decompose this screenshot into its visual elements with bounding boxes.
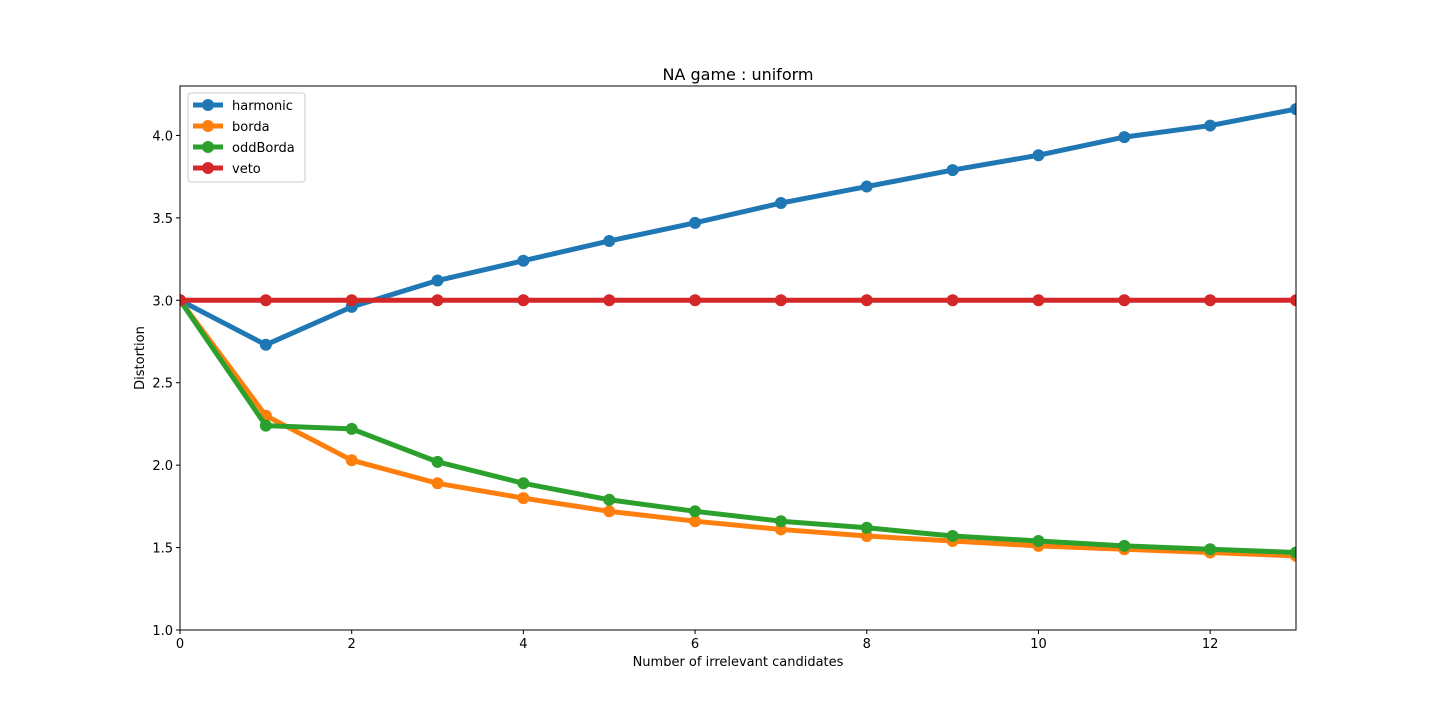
y-axis-label: Distortion bbox=[133, 326, 148, 390]
data-point-borda bbox=[860, 530, 873, 543]
data-point-veto bbox=[345, 294, 358, 307]
legend-marker bbox=[202, 99, 214, 111]
series-veto bbox=[180, 294, 1296, 307]
data-point-veto bbox=[689, 294, 702, 307]
y-tick-label: 4.0 bbox=[152, 129, 173, 144]
data-point-veto bbox=[517, 294, 530, 307]
data-point-veto bbox=[860, 294, 873, 307]
data-point-oddBorda bbox=[1032, 534, 1045, 547]
data-point-harmonic bbox=[431, 274, 444, 287]
legend-item-veto: veto bbox=[193, 162, 261, 177]
legend-item-harmonic: harmonic bbox=[193, 99, 293, 114]
data-point-oddBorda bbox=[345, 422, 358, 435]
data-point-harmonic bbox=[1290, 103, 1296, 116]
data-point-harmonic bbox=[1118, 131, 1131, 144]
data-point-oddBorda bbox=[603, 493, 616, 506]
data-point-harmonic bbox=[259, 338, 272, 351]
data-point-veto bbox=[431, 294, 444, 307]
data-point-veto bbox=[1290, 294, 1296, 307]
data-point-oddBorda bbox=[946, 530, 959, 543]
y-tick-label: 3.5 bbox=[152, 212, 173, 227]
plot-frame bbox=[179, 85, 1297, 631]
series-line-borda bbox=[180, 298, 1296, 559]
x-axis-label: Number of irrelevant candidates bbox=[633, 655, 844, 670]
data-point-veto bbox=[603, 294, 616, 307]
data-point-veto bbox=[774, 294, 787, 307]
data-point-borda bbox=[431, 477, 444, 490]
data-point-veto bbox=[259, 294, 272, 307]
data-point-oddBorda bbox=[860, 521, 873, 534]
data-point-veto bbox=[180, 294, 186, 307]
data-point-oddBorda bbox=[517, 477, 530, 490]
legend-marker bbox=[202, 162, 214, 174]
data-point-veto bbox=[1032, 294, 1045, 307]
data-point-borda bbox=[774, 523, 787, 536]
data-point-oddBorda bbox=[1118, 539, 1131, 552]
data-point-oddBorda bbox=[1290, 546, 1296, 559]
x-tick-label: 6 bbox=[691, 637, 699, 652]
data-point-borda bbox=[603, 505, 616, 518]
data-point-harmonic bbox=[517, 254, 530, 267]
legend-item-oddBorda: oddBorda bbox=[193, 141, 295, 156]
legend-label: oddBorda bbox=[232, 141, 295, 156]
chart-title: NA game : uniform bbox=[663, 65, 814, 84]
legend-label: borda bbox=[232, 120, 270, 135]
data-point-veto bbox=[1118, 294, 1131, 307]
plot-area bbox=[180, 103, 1296, 562]
data-point-oddBorda bbox=[1204, 543, 1217, 556]
data-point-harmonic bbox=[774, 197, 787, 210]
legend-label: harmonic bbox=[232, 99, 293, 114]
x-tick-label: 10 bbox=[1030, 637, 1047, 652]
y-tick-label: 1.5 bbox=[152, 542, 173, 557]
data-point-oddBorda bbox=[774, 515, 787, 528]
y-tick-label: 3.0 bbox=[152, 294, 173, 309]
legend: harmonic borda oddBorda veto bbox=[187, 92, 306, 183]
data-point-harmonic bbox=[603, 234, 616, 247]
data-point-harmonic bbox=[1032, 149, 1045, 162]
y-tick-label: 2.5 bbox=[152, 377, 173, 392]
y-tick-label: 2.0 bbox=[152, 459, 173, 474]
data-point-borda bbox=[689, 515, 702, 528]
data-point-oddBorda bbox=[259, 419, 272, 432]
y-axis-ticks: 1.0 1.5 2.0 2.5 3.0 3.5 4.0 bbox=[152, 129, 180, 639]
x-tick-label: 4 bbox=[519, 637, 527, 652]
data-point-harmonic bbox=[860, 180, 873, 193]
x-tick-label: 12 bbox=[1202, 637, 1219, 652]
x-axis-ticks: 0 2 4 6 8 10 12 bbox=[176, 630, 1219, 652]
legend-marker bbox=[202, 141, 214, 153]
legend-item-borda: borda bbox=[193, 120, 270, 135]
data-point-oddBorda bbox=[689, 505, 702, 518]
legend-marker bbox=[202, 120, 214, 132]
data-point-borda bbox=[517, 492, 530, 505]
legend-label: veto bbox=[232, 162, 261, 177]
data-point-oddBorda bbox=[431, 455, 444, 468]
x-tick-label: 2 bbox=[348, 637, 356, 652]
data-point-veto bbox=[946, 294, 959, 307]
x-tick-label: 0 bbox=[176, 637, 184, 652]
x-tick-label: 8 bbox=[863, 637, 871, 652]
data-point-harmonic bbox=[1204, 119, 1217, 132]
series-line-oddBorda bbox=[180, 298, 1296, 556]
data-point-harmonic bbox=[946, 164, 959, 177]
data-point-harmonic bbox=[689, 216, 702, 229]
y-tick-label: 1.0 bbox=[152, 624, 173, 639]
data-point-veto bbox=[1204, 294, 1217, 307]
data-point-borda bbox=[345, 454, 358, 467]
legend-box bbox=[187, 92, 306, 183]
